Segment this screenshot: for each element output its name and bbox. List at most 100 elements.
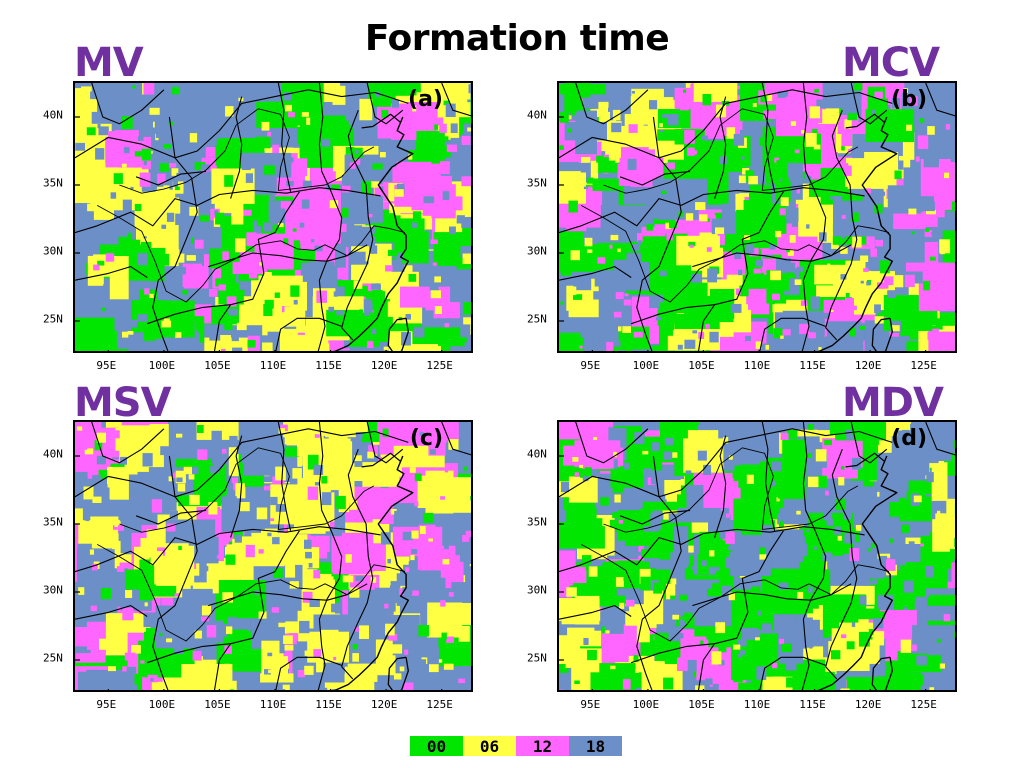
field-speckle <box>913 495 922 503</box>
field-speckle <box>789 235 796 243</box>
field-patch <box>599 611 650 621</box>
field-speckle <box>743 515 750 523</box>
field-speckle <box>643 468 652 477</box>
y-tick-label: 30N <box>43 244 63 258</box>
field-patch <box>193 678 229 688</box>
field-patch <box>745 690 792 692</box>
field-speckle <box>868 629 874 636</box>
field-speckle <box>160 163 169 172</box>
map-svg-b <box>559 83 955 353</box>
field-speckle <box>845 208 854 219</box>
field-speckle <box>361 438 367 443</box>
field-speckle <box>706 247 712 252</box>
field-speckle <box>411 530 419 539</box>
field-speckle <box>199 215 210 222</box>
field-patch <box>927 331 955 340</box>
panel-tag-c: (c) <box>409 426 443 451</box>
field-patch <box>387 301 400 317</box>
field-speckle <box>608 152 616 161</box>
field-patch <box>918 605 955 621</box>
field-speckle <box>121 163 127 168</box>
coastline-bohai <box>361 113 401 129</box>
field-speckle <box>736 352 745 353</box>
field-speckle <box>316 662 324 673</box>
field-patch <box>341 312 375 333</box>
province-boundary <box>759 317 826 351</box>
field-speckle <box>434 124 439 130</box>
field-speckle <box>352 653 359 662</box>
field-patch <box>828 249 839 263</box>
field-speckle <box>776 497 780 502</box>
field-speckle <box>429 284 439 291</box>
field-speckle <box>222 251 229 261</box>
field-speckle <box>408 154 413 160</box>
field-speckle <box>307 486 319 500</box>
field-speckle <box>685 470 692 475</box>
y-tick-label: 25N <box>43 651 63 665</box>
field-patch <box>331 532 374 573</box>
province-boundary <box>441 422 471 456</box>
field-speckle <box>385 566 392 574</box>
field-speckle <box>151 499 163 513</box>
field-speckle <box>772 676 783 688</box>
field-speckle <box>225 106 234 117</box>
map-area-b <box>557 81 957 353</box>
field-patch <box>612 454 624 493</box>
field-speckle <box>297 670 306 678</box>
island-taiwan <box>871 656 893 690</box>
field-speckle <box>374 681 382 690</box>
field-speckle <box>668 513 679 523</box>
field-speckle <box>236 322 247 331</box>
field-speckle <box>750 650 759 659</box>
field-speckle <box>656 624 665 633</box>
field-speckle <box>238 118 249 131</box>
field-speckle <box>665 222 671 230</box>
province-boundary <box>341 110 374 341</box>
y-tick-label: 35N <box>527 515 547 529</box>
field-speckle <box>563 497 567 501</box>
field-speckle <box>443 100 450 106</box>
field-speckle <box>745 335 751 341</box>
formation-field-c <box>75 422 471 690</box>
field-speckle <box>184 583 190 587</box>
field-speckle <box>280 424 288 432</box>
field-patch <box>91 227 141 237</box>
field-speckle <box>333 291 338 297</box>
field-speckle <box>841 215 848 219</box>
x-tick-label: 115E <box>315 698 342 711</box>
field-speckle <box>194 630 202 639</box>
field-speckle <box>651 634 655 637</box>
field-speckle <box>656 316 662 321</box>
field-speckle <box>213 130 221 139</box>
field-speckle <box>399 588 405 595</box>
field-speckle <box>221 679 228 685</box>
province-boundary <box>636 455 682 690</box>
field-speckle <box>909 96 918 106</box>
field-speckle <box>782 258 791 270</box>
field-speckle <box>341 207 349 218</box>
field-speckle <box>470 113 471 126</box>
field-speckle <box>677 344 683 350</box>
field-speckle <box>92 563 98 571</box>
field-speckle <box>323 353 330 354</box>
field-speckle <box>140 660 145 664</box>
field-speckle <box>664 437 674 446</box>
field-speckle <box>562 310 569 318</box>
field-speckle <box>215 278 224 287</box>
x-tick-label: 95E <box>96 359 117 372</box>
field-speckle <box>746 244 755 254</box>
field-speckle <box>776 159 785 166</box>
field-speckle <box>105 253 115 262</box>
field-speckle <box>232 347 243 351</box>
field-speckle <box>140 485 148 493</box>
field-speckle <box>87 203 95 212</box>
field-speckle <box>764 185 768 189</box>
field-speckle <box>939 239 951 254</box>
field-speckle <box>313 649 322 657</box>
province-boundary <box>619 509 691 525</box>
field-speckle <box>600 497 609 506</box>
field-speckle <box>901 524 910 533</box>
field-speckle <box>234 534 242 543</box>
field-speckle <box>739 650 746 655</box>
field-speckle <box>943 614 951 622</box>
